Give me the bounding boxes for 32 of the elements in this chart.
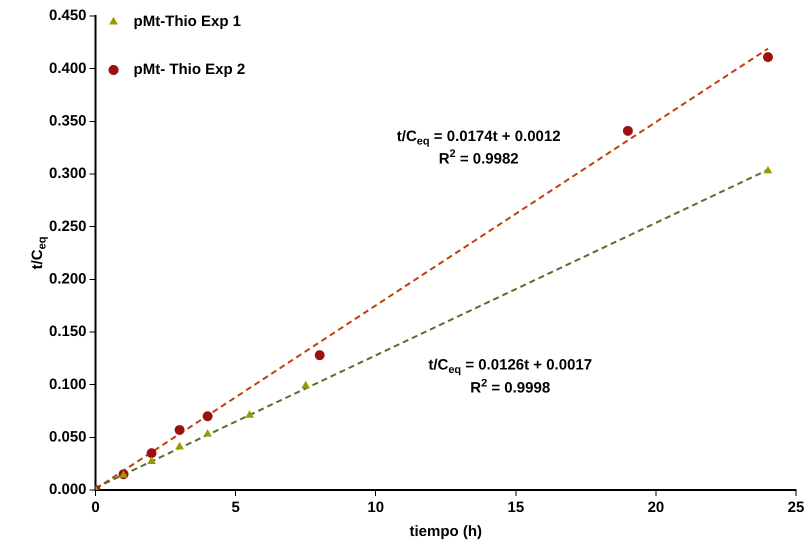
point <box>147 456 156 464</box>
y-tick-label: 0.250 <box>48 218 87 235</box>
point <box>314 350 325 360</box>
x-tick-label: 10 <box>367 499 384 516</box>
y-tick-label: 0.350 <box>48 112 87 130</box>
x-tick-label: 25 <box>788 499 804 516</box>
x-tick-label: 0 <box>91 499 100 516</box>
x-axis-title: tiempo (h) <box>410 523 482 540</box>
y-axis-title: t/Ceq <box>29 236 49 270</box>
point <box>762 52 773 62</box>
point <box>764 166 772 174</box>
y-tick-label: 0.400 <box>48 60 87 77</box>
legend-label: pMt- Thio Exp 2 <box>134 61 246 78</box>
y-tick-label: 0.050 <box>48 428 87 446</box>
y-tick-label: 0.100 <box>48 376 87 393</box>
point <box>174 424 185 435</box>
legend-label: pMt-Thio Exp 1 <box>134 13 242 30</box>
point <box>245 410 254 418</box>
point <box>622 126 633 136</box>
point <box>301 380 310 388</box>
point <box>202 411 213 422</box>
x-tick-label: 20 <box>648 499 664 516</box>
point <box>146 448 157 458</box>
point <box>203 429 212 437</box>
y-tick-label: 0.150 <box>48 323 87 340</box>
x-tick-label: 15 <box>507 499 524 516</box>
point <box>175 442 184 450</box>
x-tick-label: 5 <box>231 499 240 516</box>
y-tick-label: 0.000 <box>48 481 87 498</box>
y-tick-label: 0.200 <box>48 270 87 288</box>
y-tick-label: 0.450 <box>48 7 87 24</box>
y-tick-label: 0.300 <box>48 165 87 182</box>
